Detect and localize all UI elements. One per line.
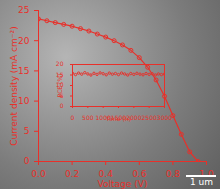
svg-text:0.0: 0.0 bbox=[31, 169, 46, 179]
svg-text:0: 0 bbox=[24, 156, 30, 166]
svg-text:3000: 3000 bbox=[157, 114, 172, 121]
svg-text:0.6: 0.6 bbox=[132, 169, 147, 179]
svg-text:0: 0 bbox=[71, 114, 75, 121]
svg-text:0.4: 0.4 bbox=[99, 169, 114, 179]
svg-text:25: 25 bbox=[18, 5, 29, 15]
svg-text:PCE (%): PCE (%) bbox=[56, 74, 63, 98]
svg-text:10: 10 bbox=[18, 96, 30, 106]
svg-text:15: 15 bbox=[18, 66, 29, 76]
svg-text:Current density (mA cm⁻²): Current density (mA cm⁻²) bbox=[9, 26, 19, 145]
svg-text:20: 20 bbox=[56, 60, 64, 67]
svg-text:0.8: 0.8 bbox=[166, 169, 181, 179]
svg-text:5: 5 bbox=[24, 126, 30, 136]
svg-text:20: 20 bbox=[18, 36, 30, 46]
svg-text:Voltage (V): Voltage (V) bbox=[98, 179, 148, 189]
svg-text:500: 500 bbox=[82, 114, 94, 121]
svg-text:0: 0 bbox=[60, 102, 64, 109]
svg-text:2500: 2500 bbox=[142, 114, 157, 121]
svg-text:Time (h): Time (h) bbox=[105, 115, 131, 122]
svg-text:0.2: 0.2 bbox=[65, 169, 79, 179]
